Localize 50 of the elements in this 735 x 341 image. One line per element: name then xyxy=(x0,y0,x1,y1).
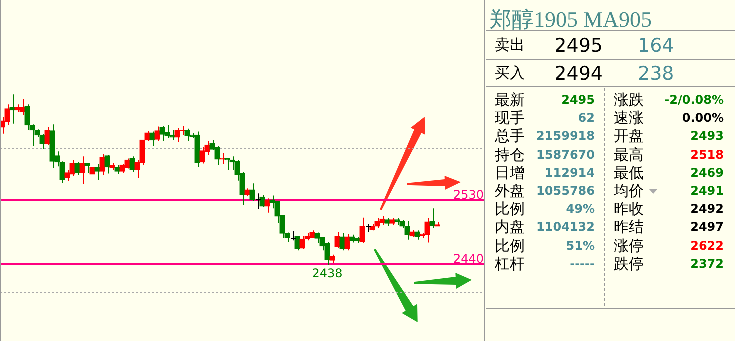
text: 1587670 xyxy=(536,148,595,162)
text: 112914 xyxy=(544,166,595,180)
text: 164 xyxy=(638,35,674,57)
text: 238 xyxy=(638,63,674,85)
text: 51% xyxy=(566,238,595,253)
text: 外盘 xyxy=(495,182,525,201)
text: 1055786 xyxy=(536,184,595,198)
text: 最新 xyxy=(495,91,525,110)
text: 昨结 xyxy=(614,218,644,238)
text: 内盘 xyxy=(495,218,525,238)
text: 62 xyxy=(578,111,595,126)
text: 杠杆 xyxy=(495,254,525,274)
text: 涨停 xyxy=(614,236,644,256)
text: 比例 xyxy=(495,200,525,220)
y-tick-label: 2440 xyxy=(453,252,484,266)
text: 2622 xyxy=(690,238,724,253)
text: 现手 xyxy=(495,109,525,128)
text: 比例 xyxy=(495,236,525,256)
text: 均价 xyxy=(614,182,644,201)
text: 2491 xyxy=(690,184,724,198)
text: 2518 xyxy=(690,148,724,162)
text: 最高 xyxy=(614,146,644,165)
text: 2495 xyxy=(554,35,603,57)
text: 最低 xyxy=(614,164,644,183)
text: 2469 xyxy=(690,166,724,180)
text: 日增 xyxy=(495,164,525,183)
text: 1104132 xyxy=(536,220,595,234)
text: 2159918 xyxy=(536,129,595,144)
text: 2492 xyxy=(690,202,724,216)
text: 2372 xyxy=(690,256,724,271)
text: 买入 xyxy=(495,64,525,83)
text: 郑醇1905 MA905 xyxy=(490,6,652,34)
text: 跌停 xyxy=(614,254,644,274)
text: 卖出 xyxy=(495,36,525,55)
text: 开盘 xyxy=(614,127,644,146)
text: 涨跌 xyxy=(614,91,644,110)
text: ----- xyxy=(570,256,595,271)
y-tick-label: 2530 xyxy=(453,188,484,202)
text: 持仓 xyxy=(495,146,525,165)
text: 49% xyxy=(566,202,595,216)
text: 0.00% xyxy=(682,111,724,126)
text: 2493 xyxy=(690,129,724,144)
text: 总手 xyxy=(495,127,525,146)
annotation: 2438 xyxy=(312,266,343,281)
text: 2494 xyxy=(554,63,603,85)
text: 2497 xyxy=(690,220,724,234)
text: 速涨 xyxy=(614,109,644,128)
text: 2495 xyxy=(562,93,595,107)
text: -2/0.08% xyxy=(664,93,724,107)
text: 昨收 xyxy=(614,200,644,220)
